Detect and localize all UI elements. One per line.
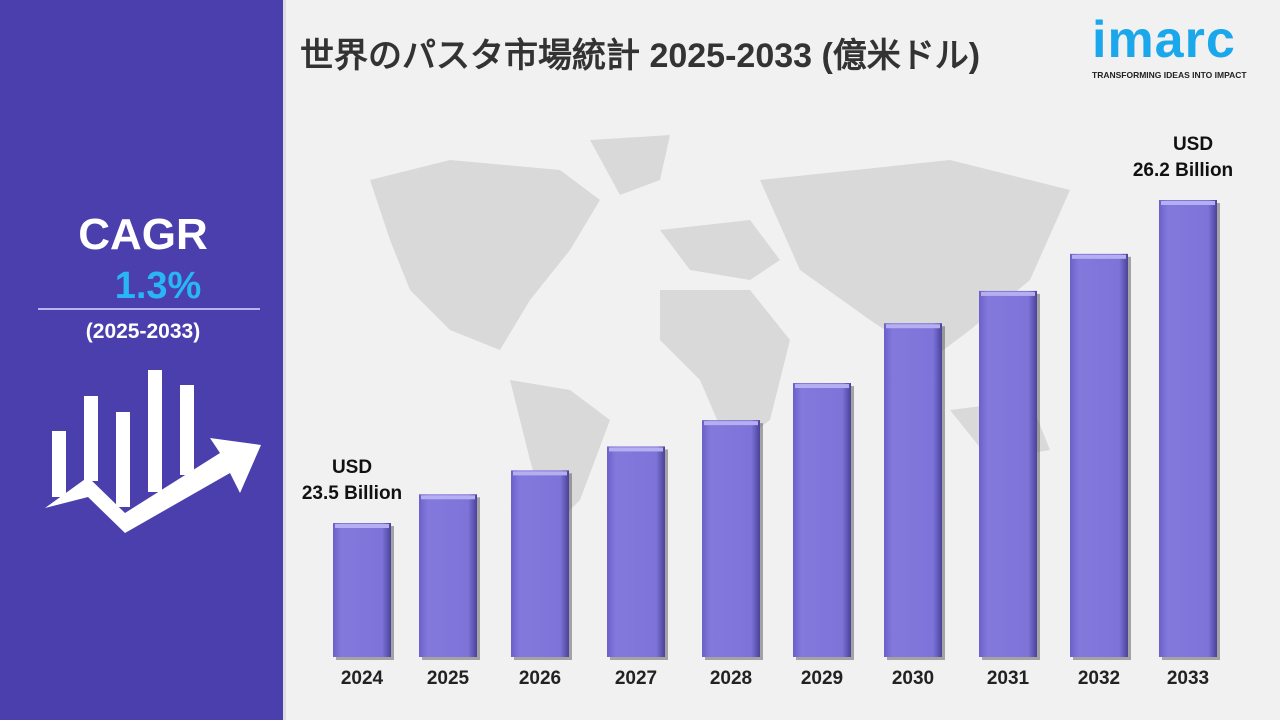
bar-2028 — [702, 420, 760, 657]
bar-2026 — [511, 470, 569, 657]
bar-2030 — [884, 323, 942, 657]
imarc-logo: imarc TRANSFORMING IDEAS INTO IMPACT — [1092, 10, 1267, 80]
x-tick-label: 2030 — [892, 668, 934, 689]
x-tick-label: 2029 — [801, 668, 843, 689]
bar-2033 — [1159, 200, 1217, 657]
logo-tagline: TRANSFORMING IDEAS INTO IMPACT — [1092, 70, 1247, 80]
bar-highlight — [1161, 201, 1215, 205]
annotation-line2: 26.2 Billion — [1133, 160, 1233, 181]
divider — [38, 308, 260, 310]
growth-chart-icon — [45, 370, 261, 533]
x-tick-label: 2033 — [1167, 668, 1209, 689]
annotation-line1: USD — [1173, 134, 1213, 155]
bar-highlight — [795, 384, 849, 389]
bar-2031 — [979, 290, 1037, 657]
bar-highlight — [981, 291, 1035, 296]
x-tick-label: 2024 — [341, 668, 384, 689]
bar-highlight — [886, 324, 940, 329]
bar-highlight — [609, 447, 663, 452]
chart-title: 世界のパスタ市場統計 2025-2033 (億米ドル) — [300, 37, 981, 75]
bar-highlight — [513, 471, 567, 476]
cagr-value: 1.3% — [114, 265, 202, 307]
x-tick-label: 2028 — [710, 668, 752, 689]
annotation-line2: 23.5 Billion — [302, 483, 402, 504]
x-tick-label: 2031 — [987, 668, 1030, 689]
bar-2024 — [333, 523, 391, 657]
x-tick-label: 2027 — [615, 668, 657, 689]
logo-wordmark: imarc — [1092, 11, 1236, 69]
bar-highlight — [1072, 254, 1126, 259]
cagr-period: (2025-2033) — [85, 320, 201, 343]
x-tick-label: 2026 — [519, 668, 561, 689]
cagr-panel: CAGR 1.3% (2025-2033) — [0, 0, 286, 720]
bar-highlight — [421, 495, 475, 500]
bar-2032 — [1070, 253, 1128, 657]
world-map-background — [370, 135, 1070, 530]
bar-2025 — [419, 494, 477, 657]
bar-highlight — [704, 421, 758, 426]
bar-highlight — [335, 524, 389, 529]
x-tick-label: 2025 — [427, 668, 470, 689]
annotation-line1: USD — [332, 457, 372, 478]
x-tick-label: 2032 — [1078, 668, 1120, 689]
bar-2029 — [793, 383, 851, 657]
bar-2027 — [607, 446, 665, 657]
cagr-label: CAGR — [78, 210, 208, 259]
